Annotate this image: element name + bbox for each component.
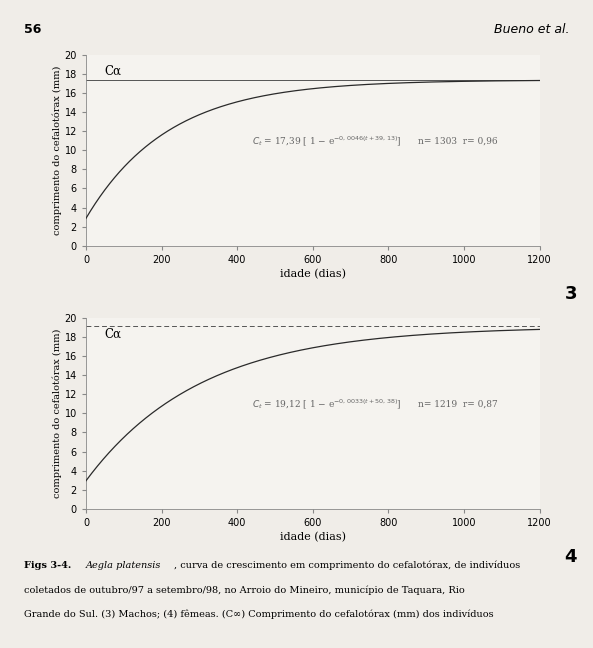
Text: 4: 4	[565, 548, 577, 566]
X-axis label: idade (dias): idade (dias)	[280, 269, 346, 279]
Y-axis label: comprimento do cefalotórax (mm): comprimento do cefalotórax (mm)	[52, 65, 62, 235]
Text: n= 1303  r= 0,96: n= 1303 r= 0,96	[418, 136, 498, 145]
Text: 3: 3	[565, 284, 577, 303]
Text: Aegla platensis: Aegla platensis	[86, 561, 161, 570]
Y-axis label: comprimento do cefalotórax (mm): comprimento do cefalotórax (mm)	[52, 329, 62, 498]
Text: $C_t$ = 19,12 [ 1 − e$^{-0,0033(t + 50,38)}$]: $C_t$ = 19,12 [ 1 − e$^{-0,0033(t + 50,3…	[251, 397, 401, 411]
Text: Figs 3-4.: Figs 3-4.	[24, 561, 74, 570]
Text: coletados de outubro/97 a setembro/98, no Arroio do Mineiro, município de Taquar: coletados de outubro/97 a setembro/98, n…	[24, 585, 464, 595]
Text: Cα: Cα	[104, 328, 121, 341]
Text: n= 1219  r= 0,87: n= 1219 r= 0,87	[418, 399, 498, 408]
Text: 56: 56	[24, 23, 41, 36]
X-axis label: idade (dias): idade (dias)	[280, 532, 346, 542]
Text: Bueno et al.: Bueno et al.	[494, 23, 569, 36]
Text: $C_t$ = 17,39 [ 1 − e$^{-0,0046(t+ 39,13)}$]: $C_t$ = 17,39 [ 1 − e$^{-0,0046(t+ 39,13…	[251, 134, 401, 148]
Text: , curva de crescimento em comprimento do cefalotórax, de indivíduos: , curva de crescimento em comprimento do…	[174, 561, 520, 570]
Text: Cα: Cα	[104, 65, 121, 78]
Text: Grande do Sul. (3) Machos; (4) fêmeas. (C∞) Comprimento do cefalotórax (mm) dos : Grande do Sul. (3) Machos; (4) fêmeas. (…	[24, 610, 493, 619]
